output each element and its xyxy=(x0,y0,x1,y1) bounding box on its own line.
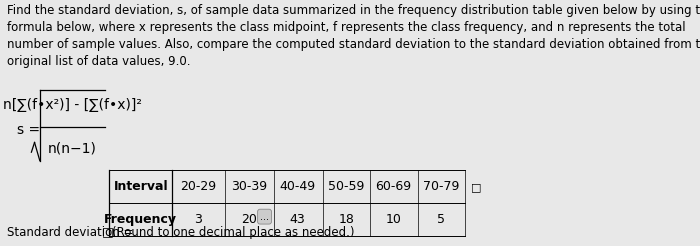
Text: n[∑(f•x²)] - [∑(f•x)]²: n[∑(f•x²)] - [∑(f•x)]² xyxy=(3,98,142,112)
Text: 40-49: 40-49 xyxy=(279,180,316,193)
Text: s =: s = xyxy=(18,123,41,137)
Text: 5: 5 xyxy=(437,213,444,226)
Text: 43: 43 xyxy=(290,213,306,226)
Text: 10: 10 xyxy=(386,213,401,226)
Text: 60-69: 60-69 xyxy=(375,180,412,193)
Text: n(n−1): n(n−1) xyxy=(48,141,97,155)
Text: Frequency: Frequency xyxy=(104,213,177,226)
Text: □: □ xyxy=(102,226,113,239)
Text: (Round to one decimal place as needed.): (Round to one decimal place as needed.) xyxy=(112,226,354,239)
Text: 30-39: 30-39 xyxy=(231,180,267,193)
Text: Interval: Interval xyxy=(113,180,168,193)
Text: 3: 3 xyxy=(194,213,202,226)
Text: 18: 18 xyxy=(338,213,354,226)
Text: ...: ... xyxy=(260,212,269,222)
Text: 20-29: 20-29 xyxy=(180,180,216,193)
Text: 20: 20 xyxy=(241,213,257,226)
Text: 70-79: 70-79 xyxy=(423,180,459,193)
Text: Find the standard deviation, s, of sample data summarized in the frequency distr: Find the standard deviation, s, of sampl… xyxy=(7,4,700,68)
Text: Standard deviation =: Standard deviation = xyxy=(7,226,136,239)
Text: 50-59: 50-59 xyxy=(328,180,364,193)
Text: □: □ xyxy=(471,182,482,192)
